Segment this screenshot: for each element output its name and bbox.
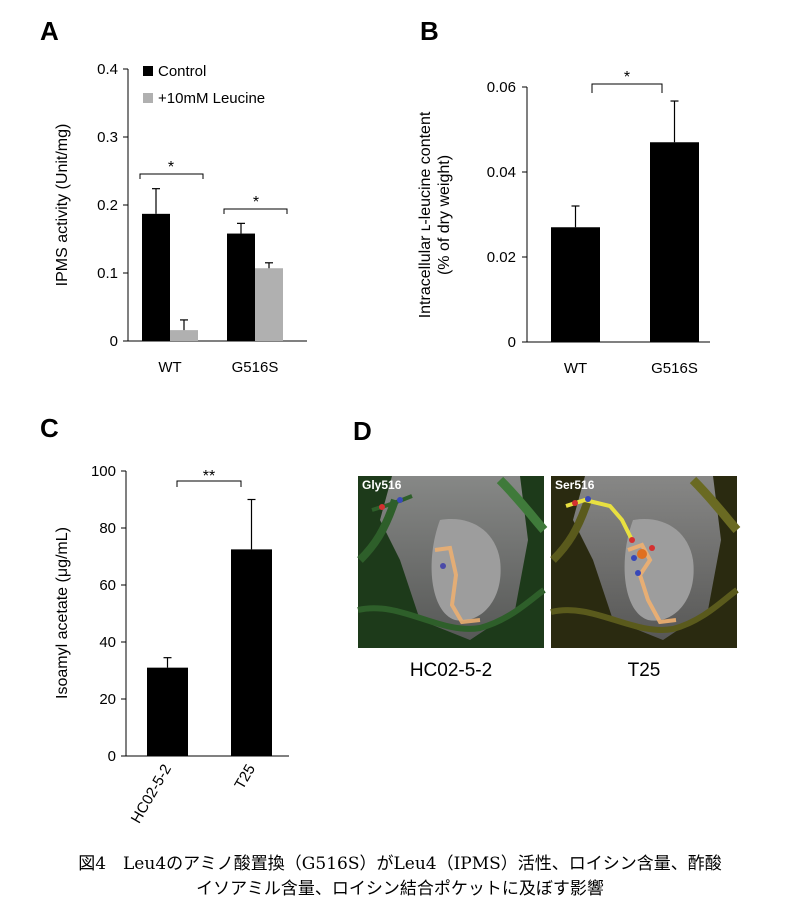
x-tick-label: HC02-5-2 bbox=[128, 762, 175, 827]
panel-b-letter: B bbox=[420, 16, 439, 46]
panel-b-y-axis-label-line2: (% of dry weight) bbox=[436, 155, 453, 275]
significance-marker: ** bbox=[203, 468, 215, 485]
panel-a: A 0 0.1 0.2 0.3 0.4 WT G516S IPMS activity (Un… bbox=[40, 16, 307, 376]
panel-c: C 0 20 40 60 80 100 HC02-5-2 T25 Isoamyl acetat… bbox=[40, 413, 289, 826]
bar-wt-leucine bbox=[170, 330, 198, 341]
bar-g516s-leucine bbox=[255, 268, 283, 341]
structure-label-hc02-5-2: HC02-5-2 bbox=[410, 660, 492, 681]
bar-wt bbox=[551, 227, 600, 342]
y-tick-label: 0.3 bbox=[97, 129, 118, 146]
y-tick-label: 0.04 bbox=[487, 164, 516, 181]
y-tick-label: 0.2 bbox=[97, 197, 118, 214]
residue-label-gly516: Gly516 bbox=[362, 478, 402, 492]
legend-label-leucine: +10mM Leucine bbox=[158, 90, 265, 107]
structure-image-ser516: Ser516 bbox=[550, 476, 741, 648]
panel-b-y-axis-label-line1: Intracellular ʟ-leucine content bbox=[417, 111, 434, 318]
panel-a-axes: 0 0.1 0.2 0.3 0.4 WT G516S bbox=[97, 61, 307, 376]
significance-marker-wt: * bbox=[168, 159, 174, 176]
panel-b-significance: * bbox=[591, 69, 663, 93]
panel-b-axes: 0 0.02 0.04 0.06 WT G516S bbox=[487, 79, 710, 377]
bar-g516s-control bbox=[227, 233, 255, 341]
y-tick-label: 0 bbox=[110, 333, 118, 350]
x-tick-label: WT bbox=[158, 359, 181, 376]
y-tick-label: 40 bbox=[99, 634, 116, 651]
panel-a-letter: A bbox=[40, 16, 59, 46]
y-tick-label: 60 bbox=[99, 577, 116, 594]
bar-hc02-5-2 bbox=[147, 667, 188, 756]
y-tick-label: 0.4 bbox=[97, 61, 118, 78]
y-tick-label: 100 bbox=[91, 463, 116, 480]
x-tick-label: WT bbox=[564, 360, 587, 377]
legend-label-control: Control bbox=[158, 63, 206, 80]
significance-bracket-g516s bbox=[223, 208, 288, 214]
panel-b: B 0 0.02 0.04 0.06 WT G516S Intracellular ʟ-l… bbox=[417, 16, 710, 377]
bar-wt-control bbox=[142, 213, 170, 341]
figure-caption-line2: イソアミル含量、ロイシン結合ポケットに及ぼす影響 bbox=[196, 879, 604, 899]
y-tick-label: 20 bbox=[99, 691, 116, 708]
y-tick-label: 80 bbox=[99, 520, 116, 537]
panel-a-significance: * * bbox=[139, 159, 288, 214]
panel-c-significance: ** bbox=[176, 468, 242, 487]
panel-c-letter: C bbox=[40, 413, 59, 443]
x-tick-label: G516S bbox=[232, 359, 279, 376]
panel-d: D Gly516 bbox=[353, 416, 741, 681]
figure-caption-line1: 図4 Leu4のアミノ酸置換（G516S）がLeu4（IPMS）活性、ロイシン含… bbox=[78, 854, 722, 874]
y-tick-label: 0 bbox=[508, 334, 516, 351]
y-tick-label: 0 bbox=[108, 748, 116, 765]
panel-d-letter: D bbox=[353, 416, 372, 446]
panel-c-y-axis-label: Isoamyl acetate (μg/mL) bbox=[54, 527, 71, 699]
figure: A 0 0.1 0.2 0.3 0.4 WT G516S IPMS activity (Un… bbox=[40, 16, 741, 826]
bar-t25 bbox=[231, 549, 272, 756]
bar-g516s bbox=[650, 142, 699, 342]
legend-swatch-control bbox=[143, 66, 153, 76]
significance-marker-g516s: * bbox=[253, 194, 259, 211]
significance-bracket-wt bbox=[139, 173, 204, 179]
y-tick-label: 0.06 bbox=[487, 79, 516, 96]
x-tick-label: T25 bbox=[231, 762, 259, 793]
panel-a-legend: Control +10mM Leucine bbox=[143, 63, 265, 107]
legend-swatch-leucine bbox=[143, 93, 153, 103]
panel-a-y-axis-label: IPMS activity (Unit/mg) bbox=[54, 124, 71, 287]
y-tick-label: 0.1 bbox=[97, 265, 118, 282]
significance-bracket bbox=[591, 83, 663, 93]
panel-c-axes: 0 20 40 60 80 100 HC02-5-2 T25 bbox=[91, 463, 289, 826]
x-tick-label: G516S bbox=[651, 360, 698, 377]
significance-marker: * bbox=[624, 69, 630, 86]
residue-label-ser516: Ser516 bbox=[555, 478, 595, 492]
structure-image-gly516: Gly516 bbox=[357, 476, 548, 648]
y-tick-label: 0.02 bbox=[487, 249, 516, 266]
significance-bracket bbox=[176, 480, 242, 487]
structure-label-t25: T25 bbox=[628, 660, 661, 681]
